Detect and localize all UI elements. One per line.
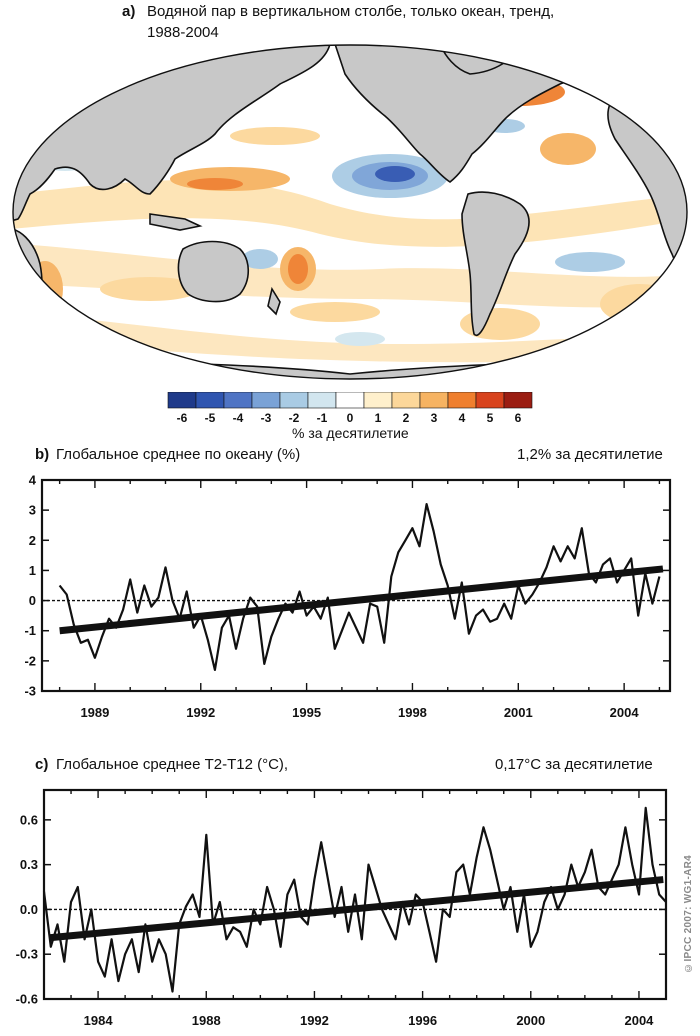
world-map xyxy=(12,44,688,380)
panel-a-title-line2: 1988-2004 xyxy=(147,24,219,41)
y-tick-label: -2 xyxy=(24,653,36,668)
x-tick-label: 2001 xyxy=(504,705,533,720)
panel-c-trend-text: 0,17°C за десятилетие xyxy=(495,756,653,773)
panel-a-label: a) xyxy=(122,3,136,20)
y-tick-label: -3 xyxy=(24,684,36,699)
colorbar-tick-label: -6 xyxy=(177,411,188,425)
y-tick-label: -1 xyxy=(24,623,36,638)
colorbar-tick-label: 3 xyxy=(431,411,438,425)
colorbar-tick-label: 1 xyxy=(375,411,382,425)
colorbar: -6 -5 -4 -3 -2 -1 0 1 2 3 4 5 6 xyxy=(167,392,533,425)
colorbar-tick-label: 2 xyxy=(403,411,410,425)
colorbar-swatch xyxy=(223,392,253,409)
x-tick-label: 1989 xyxy=(80,705,109,720)
trend-line xyxy=(49,876,664,942)
colorbar-swatch xyxy=(195,392,225,409)
plot-frame xyxy=(40,478,672,693)
x-tick-label: 1998 xyxy=(398,705,427,720)
panel-b-trend-text: 1,2% за десятилетие xyxy=(517,446,663,463)
y-tick-label: 4 xyxy=(29,473,37,488)
panel-a-title-line1: Водяной пар в вертикальном столбе, тольк… xyxy=(147,3,555,20)
x-tick-label: 1996 xyxy=(408,1013,437,1028)
colorbar-swatch xyxy=(447,392,477,409)
colorbar-tick-label: -3 xyxy=(261,411,272,425)
colorbar-swatch xyxy=(251,392,281,409)
north-america-landmass xyxy=(333,45,622,183)
new-zealand-landmass xyxy=(267,286,281,316)
x-tick-label: 2000 xyxy=(516,1013,545,1028)
x-tick-label: 1992 xyxy=(300,1013,329,1028)
panel-b-title: Глобальное среднее по океану (%) xyxy=(56,446,301,463)
ipcc-credit: ©IPCC 2007: WG1-AR4 xyxy=(683,855,694,973)
anomaly-series-line xyxy=(42,806,667,993)
panel-c-label: c) xyxy=(35,756,49,773)
y-tick-label: 0.0 xyxy=(20,902,38,917)
x-tick-label: 1988 xyxy=(192,1013,221,1028)
colorbar-tick-label: 6 xyxy=(515,411,522,425)
colorbar-swatch xyxy=(279,392,309,409)
colorbar-tick-label: 0 xyxy=(347,411,354,425)
y-tick-label: 0.3 xyxy=(20,857,38,872)
x-tick-label: 1995 xyxy=(292,705,321,720)
colorbar-tick-label: 4 xyxy=(459,411,466,425)
x-tick-label: 2004 xyxy=(624,1013,654,1028)
anomaly-series-line xyxy=(58,503,661,671)
trend-line xyxy=(59,565,664,635)
colorbar-swatch xyxy=(363,392,393,409)
x-tick-label: 1992 xyxy=(186,705,215,720)
y-tick-label: 3 xyxy=(29,503,36,518)
colorbar-swatch xyxy=(475,392,505,409)
colorbar-swatch xyxy=(167,392,197,409)
colorbar-swatch xyxy=(419,392,449,409)
south-america-landmass xyxy=(461,191,530,336)
colorbar-tick-label: -2 xyxy=(289,411,300,425)
colorbar-tick-label: -1 xyxy=(317,411,328,425)
x-tick-label: 1984 xyxy=(84,1013,114,1028)
colorbar-label: % за десятилетие xyxy=(292,425,409,441)
australia-landmass xyxy=(177,240,250,303)
map-border xyxy=(12,44,688,380)
y-tick-label: -0.3 xyxy=(16,947,38,962)
y-tick-label: -0.6 xyxy=(16,992,38,1007)
y-tick-label: 2 xyxy=(29,533,36,548)
panel-c-title: Глобальное среднее T2-T12 (°C), xyxy=(56,756,289,773)
colorbar-tick-label: 5 xyxy=(487,411,494,425)
colorbar-swatch xyxy=(503,392,533,409)
colorbar-tick-label: -4 xyxy=(233,411,244,425)
chart-c: 0.6 0.3 0.0 -0.3 -0.6 1984 1988 1992 1996 2000 200… xyxy=(16,788,668,1028)
y-tick-label: 1 xyxy=(29,563,36,578)
y-tick-label: 0.6 xyxy=(20,812,38,827)
panel-b-label: b) xyxy=(35,446,50,463)
colorbar-swatch xyxy=(307,392,337,409)
colorbar-tick-label: -5 xyxy=(205,411,216,425)
colorbar-swatch xyxy=(335,392,365,409)
indonesia-landmass xyxy=(149,213,203,231)
y-tick-label: 0 xyxy=(29,593,36,608)
chart-b: 4 3 2 1 0 -1 -2 -3 1989 1992 1995 1998 2001 2004 xyxy=(24,473,672,720)
x-tick-label: 2004 xyxy=(610,705,640,720)
colorbar-swatch xyxy=(391,392,421,409)
